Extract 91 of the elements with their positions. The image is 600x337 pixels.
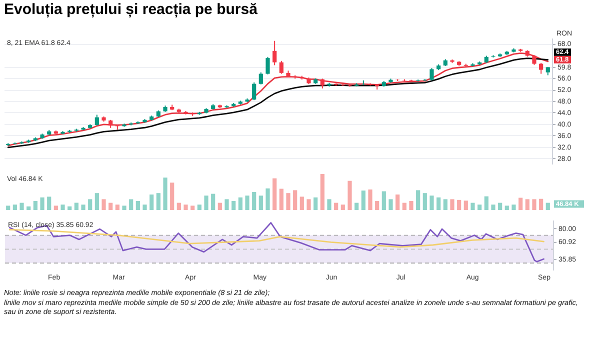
bar — [74, 202, 78, 210]
bar — [354, 202, 359, 210]
bar — [20, 202, 24, 210]
candlestick — [539, 62, 544, 74]
bar — [306, 199, 311, 210]
chart-title: Evoluția prețului și reacția pe bursă — [3, 0, 258, 19]
bar — [518, 198, 523, 210]
bar — [150, 194, 154, 210]
bar — [232, 201, 236, 210]
candlestick — [266, 56, 270, 75]
bar — [88, 199, 92, 210]
bar — [368, 189, 372, 210]
bar — [184, 204, 188, 210]
bar — [491, 204, 496, 210]
bar — [47, 196, 52, 210]
bar — [156, 193, 160, 210]
bar — [102, 199, 106, 210]
bar — [129, 199, 134, 210]
bar — [430, 196, 434, 210]
bar — [211, 194, 216, 210]
bar — [108, 202, 113, 210]
bar — [190, 206, 195, 210]
bar — [361, 190, 366, 210]
bar — [443, 199, 448, 210]
bar — [409, 201, 414, 210]
bar — [94, 193, 99, 210]
bar — [293, 190, 298, 210]
bar — [402, 202, 406, 210]
bar — [286, 193, 290, 210]
bar — [422, 193, 427, 210]
candlestick — [430, 68, 434, 81]
bar — [436, 197, 441, 210]
bar — [142, 204, 147, 210]
bar — [197, 204, 202, 210]
bar — [136, 201, 140, 210]
bar — [484, 196, 488, 210]
candlestick — [94, 114, 99, 126]
bar — [204, 196, 208, 210]
bar — [245, 196, 250, 210]
bar — [334, 202, 338, 210]
bar — [525, 199, 530, 210]
bar — [272, 178, 277, 210]
bar — [340, 204, 345, 210]
candlestick — [320, 78, 324, 89]
bar — [40, 197, 44, 210]
bar — [258, 196, 263, 210]
bar — [450, 199, 454, 210]
bar — [252, 192, 256, 210]
bar — [81, 204, 86, 210]
bar — [382, 191, 386, 210]
bar — [478, 204, 482, 210]
candlestick — [252, 82, 256, 101]
bar — [375, 201, 380, 210]
bar — [512, 204, 516, 210]
bar — [279, 188, 284, 210]
bar — [115, 204, 120, 210]
bar — [12, 204, 17, 210]
bar — [464, 200, 468, 210]
bar — [416, 190, 420, 210]
bar — [33, 201, 38, 210]
bar — [457, 200, 462, 210]
bar — [320, 174, 324, 210]
bar — [163, 178, 168, 210]
bar — [498, 202, 502, 210]
bar — [68, 206, 72, 210]
bar — [532, 199, 536, 210]
bar — [504, 206, 509, 210]
bar — [238, 197, 242, 210]
bar — [26, 206, 31, 210]
bar — [546, 202, 550, 210]
bar — [54, 206, 58, 210]
candlestick — [532, 54, 536, 66]
bar — [6, 206, 10, 210]
bar — [224, 199, 229, 210]
candlestick — [258, 72, 263, 85]
bar — [176, 202, 181, 210]
bar — [327, 199, 332, 210]
bar — [388, 199, 393, 210]
bar — [314, 197, 318, 210]
candlestick — [279, 60, 284, 74]
bar — [300, 196, 304, 210]
bar — [122, 206, 126, 210]
bar — [348, 180, 352, 210]
bar — [218, 202, 222, 210]
bar — [539, 198, 544, 210]
bar — [170, 182, 174, 210]
bar — [396, 194, 400, 210]
bar — [470, 202, 475, 210]
candlestick — [272, 40, 277, 66]
bar — [266, 188, 270, 210]
bar — [60, 204, 65, 210]
